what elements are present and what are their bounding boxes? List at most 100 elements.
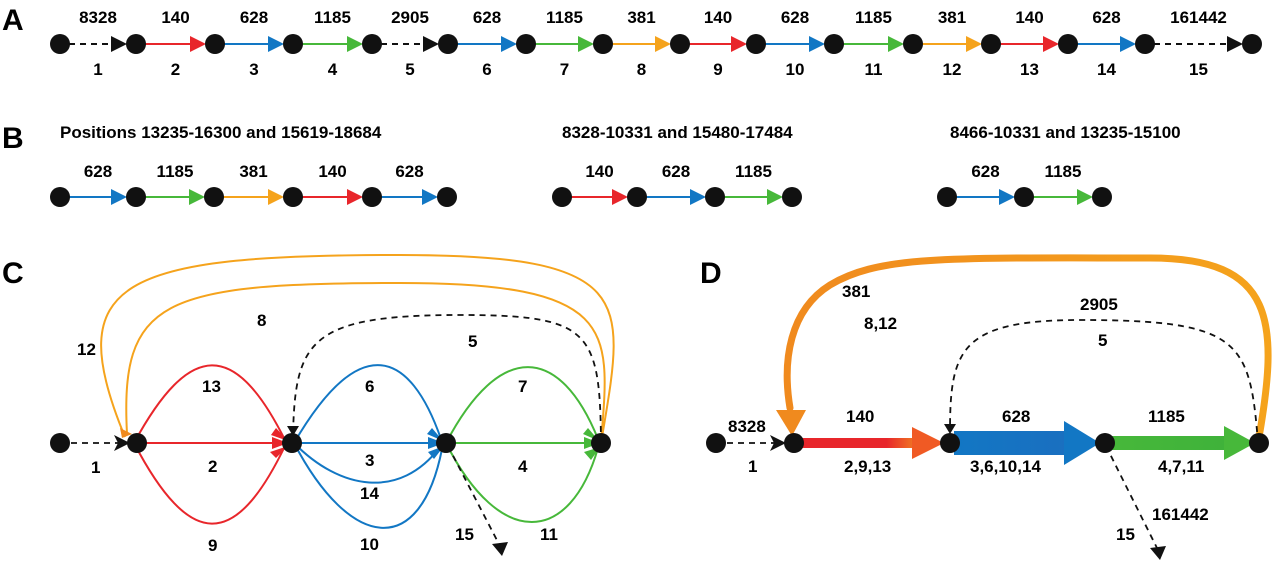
panel-label-d: D bbox=[700, 257, 722, 290]
arrowhead-a-11 bbox=[888, 36, 904, 52]
node-d-3 bbox=[1095, 433, 1115, 453]
arrowhead-b-1-4 bbox=[347, 189, 363, 205]
label-b-1-1: 628 bbox=[84, 162, 112, 181]
label-a-length-15: 161442 bbox=[1170, 8, 1227, 27]
edge-d-140 bbox=[798, 438, 916, 448]
arrowhead-2 bbox=[272, 437, 288, 449]
label-a-index-5: 5 bbox=[405, 60, 414, 79]
label-a-index-11: 11 bbox=[865, 60, 883, 79]
label-d-628: 628 bbox=[1002, 407, 1030, 426]
label-d-161442: 161442 bbox=[1152, 505, 1209, 524]
label-a-length-2: 140 bbox=[161, 8, 189, 27]
arrowhead-b-1-1 bbox=[111, 189, 127, 205]
node-c-2 bbox=[282, 433, 302, 453]
arrowhead-d-1185 bbox=[1224, 426, 1255, 460]
label-a-length-10: 628 bbox=[781, 8, 809, 27]
label-c-15: 15 bbox=[455, 525, 474, 544]
label-a-length-3: 628 bbox=[240, 8, 268, 27]
panel-c-graph: 1 2 3 4 5 6 7 8 9 10 11 12 13 14 15 bbox=[50, 253, 615, 556]
node-a-7 bbox=[593, 34, 613, 54]
label-b-1-5: 628 bbox=[395, 162, 423, 181]
node-c-0 bbox=[50, 433, 70, 453]
label-b-3-1: 628 bbox=[971, 162, 999, 181]
label-c-6: 6 bbox=[365, 377, 374, 396]
panel-b-header-2: 8328-10331 and 15480-17484 bbox=[562, 123, 793, 142]
node-b-1-0 bbox=[50, 187, 70, 207]
node-a-3 bbox=[283, 34, 303, 54]
label-a-index-6: 6 bbox=[482, 60, 491, 79]
node-a-11 bbox=[903, 34, 923, 54]
arrowhead-15 bbox=[492, 542, 508, 556]
label-d-5: 5 bbox=[1098, 331, 1107, 350]
edge-11 bbox=[445, 442, 599, 523]
node-a-9 bbox=[746, 34, 766, 54]
label-b-3-2: 1185 bbox=[1045, 162, 1082, 181]
node-b-1-4 bbox=[362, 187, 382, 207]
label-c-1: 1 bbox=[91, 458, 100, 477]
label-a-index-14: 14 bbox=[1097, 60, 1116, 79]
label-c-11: 11 bbox=[540, 525, 558, 544]
edge-15 bbox=[447, 445, 501, 547]
label-a-length-9: 140 bbox=[704, 8, 732, 27]
node-a-0 bbox=[50, 34, 70, 54]
label-c-9: 9 bbox=[208, 536, 217, 555]
edge-7 bbox=[445, 366, 599, 444]
label-d-1185: 1185 bbox=[1148, 407, 1185, 426]
arrowhead-12-8 bbox=[120, 428, 132, 438]
arrowhead-b-2-2 bbox=[690, 189, 706, 205]
edge-6 bbox=[293, 364, 442, 444]
node-a-8 bbox=[670, 34, 690, 54]
arrowhead-b-1-3 bbox=[268, 189, 284, 205]
label-a-length-4: 1185 bbox=[314, 8, 351, 27]
label-c-2: 2 bbox=[208, 457, 217, 476]
arrowhead-b-1-5 bbox=[422, 189, 438, 205]
arrowhead-a-12 bbox=[966, 36, 982, 52]
edge-8 bbox=[125, 281, 606, 444]
arrowhead-a-4 bbox=[347, 36, 363, 52]
label-d-1: 1 bbox=[748, 457, 757, 476]
label-a-length-14: 628 bbox=[1092, 8, 1120, 27]
arrowhead-9 bbox=[270, 446, 288, 458]
panel-b-header-3: 8466-10331 and 13235-15100 bbox=[950, 123, 1181, 142]
edge-5 bbox=[292, 314, 602, 444]
node-c-1 bbox=[127, 433, 147, 453]
label-a-index-4: 4 bbox=[328, 60, 338, 79]
label-c-10: 10 bbox=[360, 535, 379, 554]
label-a-length-11: 1185 bbox=[855, 8, 892, 27]
arrowhead-b-3-2 bbox=[1077, 189, 1093, 205]
node-b-1-5 bbox=[437, 187, 457, 207]
edge-d-1185 bbox=[1108, 436, 1228, 450]
edge-10 bbox=[293, 442, 443, 529]
arrowhead-a-13 bbox=[1043, 36, 1059, 52]
label-d-381: 381 bbox=[842, 282, 870, 301]
panel-label-b: B bbox=[2, 122, 24, 155]
arrowhead-b-2-3 bbox=[767, 189, 783, 205]
node-b-2-0 bbox=[552, 187, 572, 207]
label-b-2-1: 140 bbox=[585, 162, 613, 181]
node-a-15 bbox=[1242, 34, 1262, 54]
label-c-14: 14 bbox=[360, 484, 379, 503]
label-d-8-12: 8,12 bbox=[864, 314, 897, 333]
edge-12 bbox=[100, 253, 615, 444]
node-b-2-3 bbox=[782, 187, 802, 207]
node-b-3-1 bbox=[1014, 187, 1034, 207]
node-a-4 bbox=[362, 34, 382, 54]
arrowhead-b-1-2 bbox=[189, 189, 205, 205]
node-b-1-2 bbox=[204, 187, 224, 207]
arrowhead-d-381 bbox=[776, 410, 806, 436]
label-a-length-5: 2905 bbox=[391, 8, 429, 27]
arrowhead-b-2-1 bbox=[612, 189, 628, 205]
arrowhead-a-8 bbox=[655, 36, 671, 52]
arrowhead-a-1 bbox=[111, 36, 127, 52]
label-d-8328: 8328 bbox=[728, 417, 766, 436]
arrowhead-a-15 bbox=[1227, 36, 1243, 52]
arrowhead-d-161442 bbox=[1150, 546, 1166, 560]
label-c-7: 7 bbox=[518, 377, 527, 396]
arrowhead-a-9 bbox=[731, 36, 747, 52]
arrowhead-a-5 bbox=[423, 36, 439, 52]
edge-14 bbox=[293, 442, 441, 484]
label-d-2905: 2905 bbox=[1080, 295, 1118, 314]
node-b-1-1 bbox=[126, 187, 146, 207]
